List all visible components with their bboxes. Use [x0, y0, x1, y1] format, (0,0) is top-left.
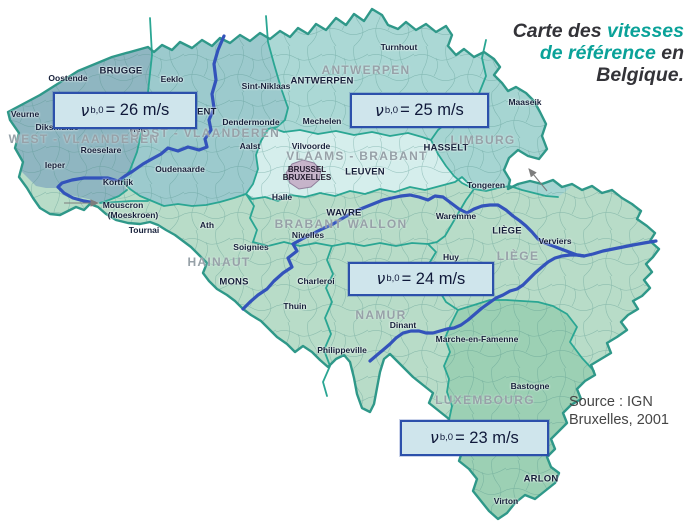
title-text-dark: Belgique. [596, 64, 684, 86]
border-language-flanders-south [121, 176, 559, 207]
wind-speed-box-23: ν b,0 = 23 m/s [400, 420, 549, 456]
border-brabantwallon-south [252, 241, 429, 247]
wind-speed-value: = 25 m/s [400, 101, 464, 119]
figure-title: Carte des vitesses de référence en Belgi… [513, 20, 684, 86]
belgium-country-outline [6, 7, 661, 521]
border-oostvl-antwerpen [265, 15, 289, 130]
title-text-teal: de référence [539, 42, 656, 64]
wind-speed-value: = 23 m/s [455, 428, 519, 447]
border-antwerpen-vlaamsbrabant [271, 127, 432, 141]
source-line: Bruxelles, 2001 [569, 412, 669, 428]
wind-zone-boundary-26-25 [56, 34, 226, 205]
border-hainaut-namur [322, 245, 334, 397]
border-oostvl-vlaamsbrabant [245, 128, 269, 195]
wind-speed-value: = 24 m/s [401, 269, 466, 288]
source-line: Source : IGN [569, 394, 653, 410]
voeren-pointer-arrow [528, 168, 548, 192]
title-text-teal: vitesses [607, 20, 684, 42]
wind-speed-box-24: ν b,0 = 24 m/s [348, 262, 494, 296]
nu-symbol: ν [375, 101, 384, 120]
wind-zone-boundary-24-23 [368, 253, 586, 363]
wind-speed-box-26: ν b,0 = 26 m/s [53, 92, 197, 129]
wind-speed-value: = 26 m/s [105, 101, 170, 119]
region-brussels [285, 159, 322, 190]
nu-symbol: ν [80, 101, 90, 120]
border-liege-luxembourg [457, 299, 595, 372]
border-mouscron-pocket [99, 189, 149, 204]
nu-symbol: ν [376, 270, 386, 288]
nu-symbol: ν [430, 429, 439, 447]
border-vlaamsbrabant-limburg [430, 139, 475, 190]
wind-speed-box-25: ν b,0 = 25 m/s [350, 93, 489, 128]
border-hainaut-brabantwallon [245, 193, 258, 243]
title-text-dark: en [661, 42, 684, 64]
source-note: Source : IGN Bruxelles, 2001 [569, 393, 669, 429]
title-text-dark: Carte des [512, 20, 602, 42]
